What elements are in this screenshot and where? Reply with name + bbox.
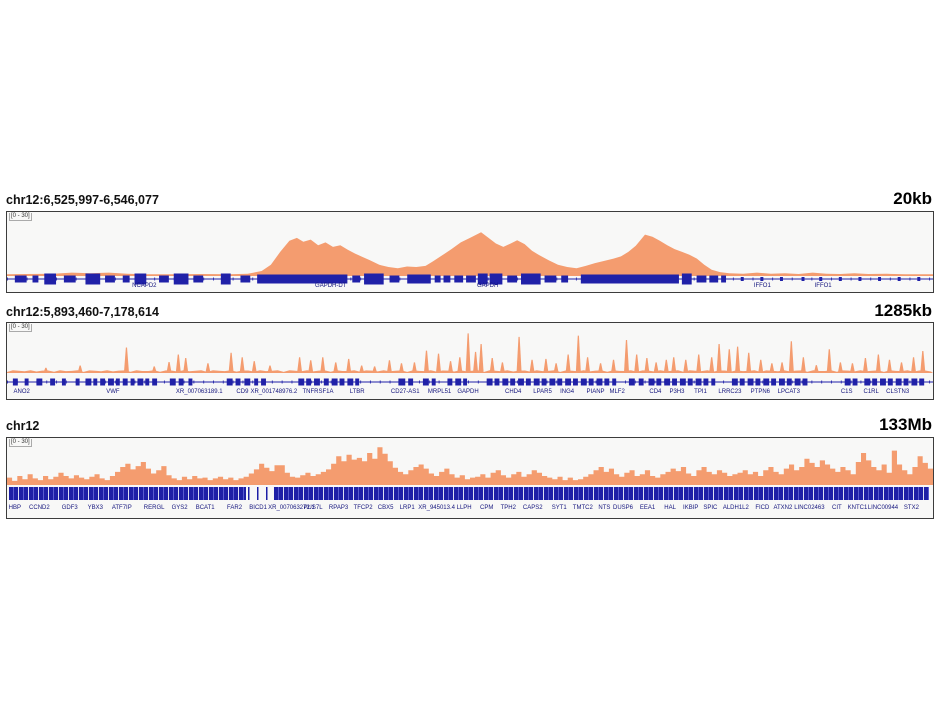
- gene-label: LINC00944: [867, 505, 899, 511]
- gene-label: CIT: [832, 505, 842, 511]
- gene-label: LLPH: [456, 505, 472, 511]
- gene-label: ANO2: [13, 389, 30, 395]
- gene-label: CAPS2: [522, 505, 543, 511]
- gene-label: CPM: [480, 505, 494, 511]
- gene-label: VWF: [106, 389, 120, 395]
- gene-label: LRRC23: [718, 389, 742, 395]
- gene-label: CHD4: [504, 389, 522, 395]
- gene-label: CLSTN3: [886, 389, 910, 395]
- gene-label: GAPDH: [457, 389, 479, 395]
- gene-label: GYS2: [171, 505, 188, 511]
- gene-label: YBX3: [87, 505, 103, 511]
- gene-label: ATXN2: [773, 505, 793, 511]
- track1-span-label: 20kb: [893, 189, 932, 208]
- track3-range-label: [0 - 30]: [9, 439, 32, 447]
- gene-track: [7, 378, 933, 386]
- gene-label: TMTC2: [572, 505, 593, 511]
- gene-label: IFFO1: [814, 283, 832, 289]
- gene-label: XR_001748976.2: [250, 389, 298, 395]
- gene-label: ALDH1L2: [722, 505, 749, 511]
- gene-label: XR_945013.4: [418, 505, 455, 511]
- gene-label: EEA1: [639, 505, 656, 511]
- gene-label: RPAP3: [328, 505, 349, 511]
- track3-span-label: 133Mb: [879, 415, 932, 434]
- gene-label: LTBR: [349, 389, 365, 395]
- coverage-signal: [7, 447, 933, 485]
- track3-panel[interactable]: [0 - 30] HBP CCND2 GDF3 YBX3 ATF7IP RERGL GYS2…: [6, 437, 934, 519]
- gene-label-row: HBP CCND2 GDF3 YBX3 ATF7IP RERGL GYS2 BCAT1 FAR2…: [7, 505, 933, 514]
- gene-label: BCAT1: [195, 505, 215, 511]
- gene-label: DUSP6: [613, 505, 634, 511]
- gene-label: RERGL: [143, 505, 165, 511]
- gene-label: NTS: [598, 505, 611, 511]
- gene-label: LPCAT3: [777, 389, 800, 395]
- gene-label: LINC02463: [794, 505, 825, 511]
- gene-label: ING4: [560, 389, 575, 395]
- gene-label: BICD1: [249, 505, 267, 511]
- gene-label: ATF7IP: [111, 505, 132, 511]
- track1-locus: chr12:6,525,997-6,546,077: [6, 193, 159, 207]
- gene-label: CD4: [649, 389, 662, 395]
- gene-label: HAL: [664, 505, 676, 511]
- gene-label: C1S: [840, 389, 853, 395]
- gene-label: SPIC: [703, 505, 718, 511]
- gene-label: C1RL: [863, 389, 879, 395]
- gene-label: PTPN6: [750, 389, 771, 395]
- track2-header: chr12:5,893,460-7,178,614 1285kb: [6, 301, 932, 321]
- gene-label: HBP: [8, 505, 22, 511]
- gene-label: IFFO1: [753, 283, 771, 289]
- track1-range-label: [0 - 30]: [9, 213, 32, 221]
- gene-label: TPH2: [500, 505, 516, 511]
- track1-header: chr12:6,525,997-6,546,077 20kb: [6, 189, 932, 209]
- gene-label: PUS7L: [303, 505, 323, 511]
- gene-density-band: [273, 487, 930, 500]
- gene-label: MLF2: [609, 389, 625, 395]
- gene-label: CCND2: [29, 505, 50, 511]
- track3-locus: chr12: [6, 419, 40, 433]
- track3-header: chr12 133Mb: [6, 415, 932, 435]
- gene-label: FICD: [755, 505, 770, 511]
- gene-label: PIANP: [586, 389, 605, 395]
- gene-label: SYT1: [551, 505, 567, 511]
- gene-label: P3H3: [669, 389, 685, 395]
- track2-panel[interactable]: [0 - 30] ANO2 VWF XR_007063189.1 CD9 XR_0017…: [6, 322, 934, 400]
- gene-label: LPAR5: [533, 389, 552, 395]
- gene-label: CBX5: [377, 505, 394, 511]
- gene-label: LRP1: [399, 505, 415, 511]
- gene-label: GAPDH-DT: [315, 283, 347, 289]
- gene-label-row: ANO2 VWF XR_007063189.1 CD9 XR_001748976.2 TN…: [7, 389, 933, 398]
- gene-track: [7, 273, 933, 285]
- gene-label: STX2: [903, 505, 919, 511]
- gene-density-band: [8, 487, 247, 500]
- track2-span-label: 1285kb: [874, 301, 932, 320]
- coverage-signal: [7, 232, 933, 276]
- gene-label-row: NCAPD2 GAPDH-DT GAPDH IFFO1 IFFO1: [7, 283, 933, 292]
- gene-label: GAPDH: [476, 283, 499, 289]
- track2-locus: chr12:5,893,460-7,178,614: [6, 305, 159, 319]
- gene-label: TPI1: [694, 389, 707, 395]
- coverage-signal: [7, 333, 933, 373]
- gene-label: CD27-AS1: [390, 389, 420, 395]
- gene-label: NCAPD2: [132, 283, 157, 289]
- gene-label: IKBIP: [683, 505, 699, 511]
- gene-label: TFCP2: [353, 505, 373, 511]
- track1-panel[interactable]: [0 - 30] NCAPD2 GAPDH-DT GAPDH IFFO1 IFFO1: [6, 211, 934, 293]
- gene-label: XR_007063272.1: [268, 505, 315, 511]
- gene-label: FAR2: [227, 505, 243, 511]
- gene-label: MRPL51: [427, 389, 452, 395]
- gene-density-band: [248, 487, 272, 500]
- gene-label: XR_007063189.1: [175, 389, 223, 395]
- gene-label: TNFRSF1A: [302, 389, 334, 395]
- gene-label: GDF3: [61, 505, 78, 511]
- track2-range-label: [0 - 30]: [9, 324, 32, 332]
- gene-label: CD9: [236, 389, 249, 395]
- gene-label: KNTC1: [847, 505, 868, 511]
